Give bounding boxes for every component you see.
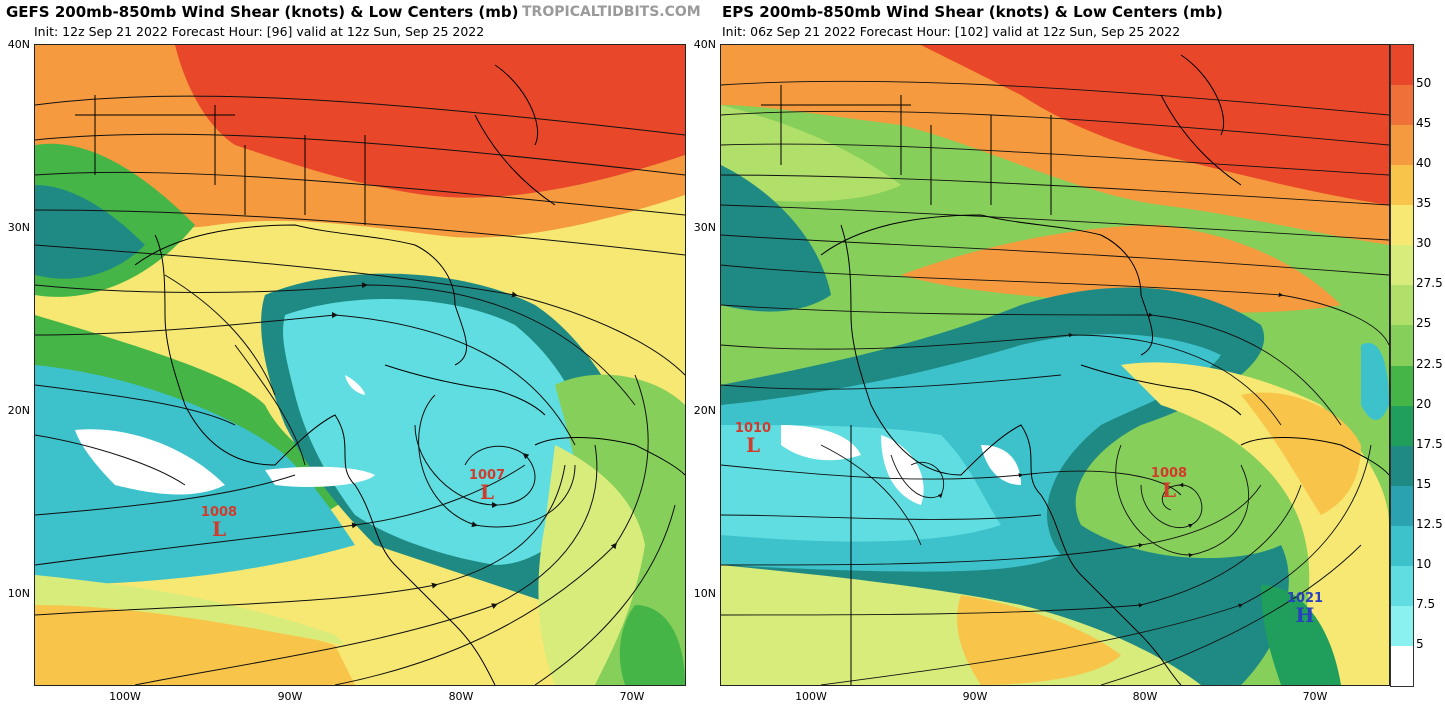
left-lat-label-40n: 40N: [7, 38, 30, 51]
colorbar-swatch: [1391, 405, 1413, 446]
colorbar-swatch: [1391, 485, 1413, 526]
left-lon-label-90w: 90W: [277, 690, 303, 703]
colorbar-swatch: [1391, 525, 1413, 566]
right-lon-label-80w: 80W: [1132, 690, 1158, 703]
left-lon-label-100w: 100W: [109, 690, 141, 703]
colorbar-swatch: [1391, 205, 1413, 246]
colorbar-tick-label: 35: [1416, 196, 1432, 211]
left-lon-label-80w: 80W: [448, 690, 474, 703]
low-symbol: L: [745, 433, 761, 457]
colorbar-swatch: [1391, 85, 1413, 126]
colorbar-tick-label: 50: [1416, 76, 1432, 91]
right-lon-label-100w: 100W: [795, 690, 827, 703]
left-lat-label-20n: 20N: [7, 404, 30, 417]
right-map[interactable]: 1010 L 1008 L 1021 H: [720, 44, 1390, 686]
left-low-center-west: 1008 L: [197, 505, 241, 541]
low-symbol: L: [211, 517, 227, 541]
colorbar-tick-label: 5: [1416, 636, 1424, 651]
colorbar-tick-label: 10: [1416, 556, 1432, 571]
left-lat-label-30n: 30N: [7, 221, 30, 234]
left-map[interactable]: 1008 L 1007 L: [34, 44, 686, 686]
colorbar-tick-label: 27.5: [1416, 276, 1443, 291]
right-lat-label-30n: 30N: [693, 221, 716, 234]
colorbar-tick-label: 7.5: [1416, 596, 1436, 611]
left-panel-title: GEFS 200mb-850mb Wind Shear (knots) & Lo…: [6, 3, 519, 21]
right-lat-label-40n: 40N: [693, 38, 716, 51]
left-low-center-east: 1007 L: [465, 468, 509, 504]
shear-colorbar: [1390, 44, 1414, 687]
pressure-label: 1008: [1150, 466, 1188, 481]
colorbar-swatch: [1391, 245, 1413, 286]
colorbar-swatch: [1391, 285, 1413, 326]
left-panel-subtitle: Init: 12z Sep 21 2022 Forecast Hour: [96…: [34, 24, 485, 39]
colorbar-tick-label: 15: [1416, 476, 1432, 491]
left-lon-label-70w: 70W: [619, 690, 645, 703]
right-lat-label-20n: 20N: [693, 404, 716, 417]
colorbar-swatch: [1391, 45, 1413, 86]
right-panel-subtitle: Init: 06z Sep 21 2022 Forecast Hour: [10…: [722, 24, 1181, 39]
right-low-center-east: 1008 L: [1147, 466, 1191, 502]
colorbar-swatch: [1391, 645, 1413, 686]
right-lon-label-90w: 90W: [962, 690, 988, 703]
colorbar-swatch: [1391, 445, 1413, 486]
colorbar-tick-label: 20: [1416, 396, 1432, 411]
colorbar-tick-label: 22.5: [1416, 356, 1443, 371]
right-map-canvas: [721, 45, 1389, 685]
pressure-label: 1010: [734, 421, 772, 436]
colorbar-tick-label: 40: [1416, 156, 1432, 171]
right-lon-label-70w: 70W: [1302, 690, 1328, 703]
right-high-center: 1021 H: [1283, 591, 1327, 627]
colorbar-swatch: [1391, 565, 1413, 606]
left-lat-label-10n: 10N: [7, 587, 30, 600]
low-symbol: L: [479, 480, 495, 504]
colorbar-swatch: [1391, 325, 1413, 366]
right-low-center-west: 1010 L: [731, 421, 775, 457]
colorbar-swatch: [1391, 125, 1413, 166]
high-symbol: H: [1295, 603, 1315, 627]
pressure-label: 1008: [200, 505, 238, 520]
colorbar-tick-label: 45: [1416, 116, 1432, 131]
colorbar-swatch: [1391, 165, 1413, 206]
colorbar-swatch: [1391, 605, 1413, 646]
colorbar-tick-label: 12.5: [1416, 516, 1443, 531]
colorbar-tick-label: 30: [1416, 236, 1432, 251]
colorbar-swatch: [1391, 365, 1413, 406]
colorbar-tick-label: 25: [1416, 316, 1432, 331]
right-panel-title: EPS 200mb-850mb Wind Shear (knots) & Low…: [722, 3, 1223, 21]
watermark: TROPICALTIDBITS.COM: [522, 4, 701, 20]
low-symbol: L: [1161, 478, 1177, 502]
left-map-canvas: [35, 45, 685, 685]
pressure-label: 1007: [468, 468, 506, 483]
pressure-label: 1021: [1286, 591, 1324, 606]
right-lat-label-10n: 10N: [693, 587, 716, 600]
colorbar-tick-label: 17.5: [1416, 436, 1443, 451]
